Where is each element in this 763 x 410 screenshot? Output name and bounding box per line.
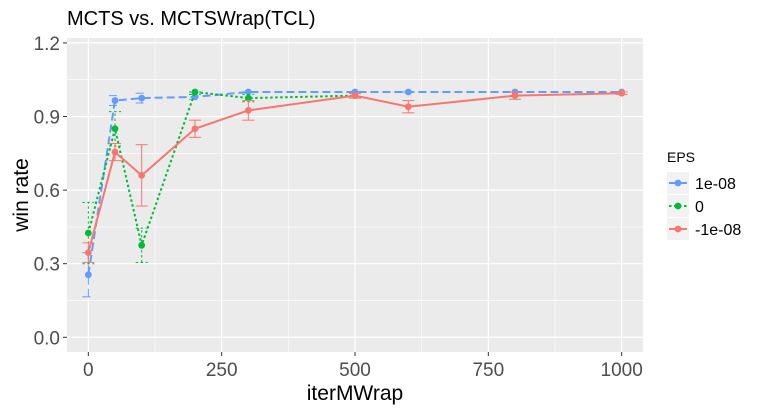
data-point [138,241,146,249]
data-point [351,92,359,100]
legend-item--1e-08: -1e-08 [667,218,741,240]
data-point [84,271,92,279]
y-tick-label: 1.2 [34,34,60,55]
x-tick-label: 0 [83,360,94,381]
legend-label: 1e-08 [695,176,736,193]
series-line [87,90,622,275]
data-point [244,106,252,114]
data-point [511,92,519,100]
data-point [618,89,626,97]
data-point [404,88,412,96]
legend-title: EPS [667,149,695,165]
data-point [191,125,199,133]
legend-marker [674,225,682,233]
data-point [111,125,119,133]
data-point [244,94,252,102]
legend-item-0: 0 [667,195,704,217]
y-tick-label: 0.0 [34,328,60,349]
x-axis: 0 250 500 750 1000 [83,352,643,381]
data-point [138,94,146,102]
y-tick-label: 0.9 [34,108,60,129]
series-line [87,90,356,249]
data-point [84,229,92,237]
legend: EPS 1e-08 0 -1e-08 [667,149,741,240]
grid-major [67,38,643,352]
series--1e-08 [82,89,628,263]
x-axis-label: iterMWrap [307,382,403,405]
legend-item-1e-08: 1e-08 [667,172,736,194]
data-point [244,88,252,96]
series-layer [82,88,628,298]
x-tick-label: 1000 [601,360,643,381]
legend-marker [674,202,682,210]
data-point [84,249,92,257]
y-axis-label: win rate [10,158,33,233]
data-point [404,103,412,111]
data-point [138,171,146,179]
y-tick-label: 0.3 [34,255,60,276]
legend-label: 0 [695,199,704,216]
x-tick-label: 750 [472,360,504,381]
data-point [191,88,199,96]
data-point [111,148,119,156]
data-point [111,97,119,104]
legend-label: -1e-08 [695,222,741,239]
y-axis: 0.0 0.3 0.6 0.9 1.2 [34,34,67,349]
legend-marker [674,179,682,187]
y-tick-label: 0.6 [34,181,60,202]
chart-title: MCTS vs. MCTSWrap(TCL) [67,8,316,30]
x-tick-label: 500 [339,360,371,381]
x-tick-label: 250 [206,360,238,381]
